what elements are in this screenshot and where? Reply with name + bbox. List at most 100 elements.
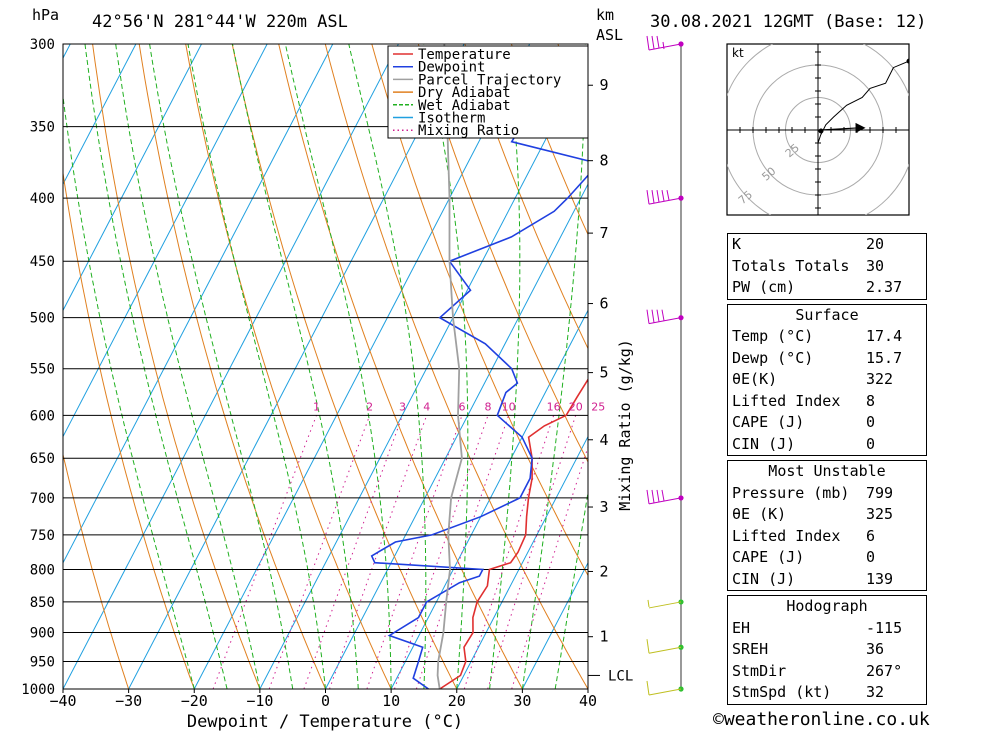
isotherm-line [0,44,5,689]
mixing-ratio-label: 2 [366,400,373,413]
legend-label: Wet Adiabat [418,98,511,114]
x-axis-title: Dewpoint / Temperature (°C) [187,712,463,732]
legend-label: Parcel Trajectory [418,72,561,88]
legend-label: Temperature [418,47,511,63]
wind-barb-flag [646,309,650,324]
dry-adiabat-line [63,169,195,689]
wind-barb-flag [646,489,650,504]
wind-barb-flag [646,680,650,696]
wind-barb-dot [678,195,684,201]
index-value: 325 [866,505,894,523]
mixing-ratio-line [366,415,463,689]
mixing-ratio-line [415,415,510,689]
index-label: EH [732,618,751,637]
wind-barb-flag [656,489,660,503]
x-tick-label: −20 [181,692,208,710]
pressure-tick-label: 750 [30,528,55,544]
index-label: K [732,235,742,253]
wet-adiabat-line [348,44,427,689]
wind-barb-flag [666,190,670,201]
index-value: 267° [866,661,903,680]
most-unstable-indices-table: Most Unstable Pressure (mb) 799 θE (K) 325 Li… [727,460,927,591]
index-label: SREH [732,640,769,658]
datetime-title: 30.08.2021 12GMT (Base: 12) [650,12,927,32]
mixing-ratio-label: 1 [313,400,320,413]
copyright-notice: ©weatheronline.co.uk [713,709,930,730]
isotherm-line [63,44,137,186]
wind-barb-shaft [648,497,682,505]
wind-barb-flag [661,190,665,202]
index-value: 17.4 [866,327,903,345]
index-value: 2.37 [866,278,903,296]
legend-box [387,45,589,139]
pressure-tick-label: 800 [30,562,55,578]
isotherm-line [390,309,588,689]
index-label: θE(K) [732,370,778,388]
index-value: -115 [866,618,903,637]
wet-adiabat-line [554,489,588,689]
mixing-ratio-line [394,415,489,689]
index-label: Lifted Index [732,391,841,410]
pressure-tick-label: 950 [30,655,55,671]
isotherm-line [63,44,334,564]
index-value: 15.7 [866,348,903,367]
dry-adiabat-line [92,44,261,689]
mixing-ratio-label: 10 [502,400,516,413]
mixing-ratio-label: 8 [484,400,491,413]
mixing-ratio-line [268,415,371,689]
wind-barb-flag [651,309,655,323]
legend-label: Dewpoint [418,60,485,76]
x-tick-label: −30 [115,692,142,710]
wind-barb-flag [661,489,665,502]
hpa-unit-label: hPa [32,6,60,24]
x-tick-label: 10 [382,692,400,710]
dry-adiabat-line [231,44,458,689]
wet-adiabat-line [115,44,261,689]
index-label: CAPE (J) [732,413,805,431]
wet-adiabat-line [187,44,326,689]
index-row: CIN (J) 139 [728,569,926,591]
index-label: θE (K) [732,505,787,523]
index-label: CIN (J) [732,569,796,588]
x-tick-label: 40 [579,692,597,710]
wind-barb-flag [646,190,650,205]
dry-adiabat-line [324,44,588,689]
wet-adiabat-line [63,92,195,689]
axis-labels: 1 2 3 4 6 8 10 16 20 2530035040045050055060065070… [21,37,634,732]
wet-adiabat-line [521,44,586,689]
temperature-profile [439,378,588,689]
index-row: EH -115 [728,618,926,640]
index-label: PW (cm) [732,278,796,296]
mixing-ratio-line [212,415,317,689]
index-value: 36 [866,640,885,658]
asl-unit-label: ASL [596,26,624,44]
wet-adiabat-line [84,44,228,689]
pressure-tick-label: 700 [30,491,55,507]
index-row: θE(K) 322 [728,369,926,391]
wind-barb-flag [651,35,655,50]
pressure-tick-label: 1000 [21,682,55,698]
pressure-tick-label: 350 [30,120,55,136]
wet-adiabat-line [232,44,359,689]
index-label: Totals Totals [732,256,850,275]
indices-panel: K 20 Totals Totals 30 PW (cm) 2.37 Surface Tem… [727,233,927,709]
wind-profile [646,35,684,696]
mixing-ratio-label: 4 [423,400,430,413]
pressure-tick-label: 300 [30,37,55,53]
surface-indices-table: Surface Temp (°C) 17.4 Dewp (°C) 15.7 θE(K) 32… [727,303,927,456]
index-row: Lifted Index 6 [728,526,926,548]
mixing-ratio-label: 20 [569,400,583,413]
hodograph-trace-end [906,58,909,64]
mixing-ratio-line [511,445,588,689]
index-value: 0 [866,413,876,431]
wind-barb-flag [651,190,655,204]
mixing-ratio-label: 25 [591,400,605,413]
dry-adiabat-line [977,44,1000,689]
general-indices-table: K 20 Totals Totals 30 PW (cm) 2.37 [727,233,927,300]
isotherm-line [325,183,588,689]
isotherm-line [259,56,588,689]
wind-barb-flag [661,309,665,321]
storm-motion-vector [820,127,860,131]
index-value: 8 [866,391,876,410]
wind-barb-flag [646,35,650,51]
